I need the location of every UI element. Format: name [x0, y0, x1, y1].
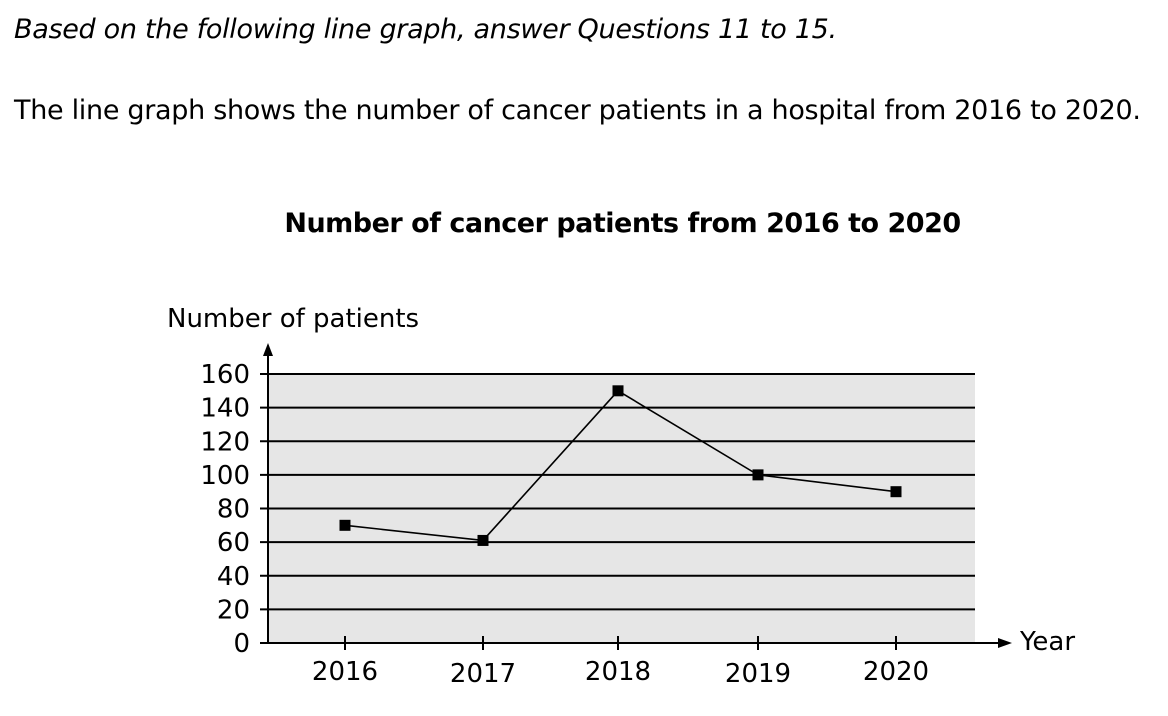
y-tick-label-20: 20 — [217, 595, 250, 625]
axes — [260, 343, 1012, 648]
y-tick-label-140: 140 — [200, 394, 250, 424]
y-axis-arrow — [263, 343, 273, 356]
data-point-2017 — [477, 534, 489, 546]
data-point-2020 — [890, 486, 902, 498]
data-point-2016 — [339, 519, 351, 531]
y-axis-label: Number of patients — [167, 304, 419, 334]
y-tick-label-100: 100 — [200, 461, 250, 491]
y-tick-label-120: 120 — [200, 427, 250, 457]
description-text: The line graph shows the number of cance… — [14, 95, 1141, 126]
y-tick-label-40: 40 — [217, 562, 250, 592]
x-tick-label-2017: 2017 — [450, 659, 516, 689]
y-tick-label-80: 80 — [217, 495, 250, 525]
instruction-text: Based on the following line graph, answe… — [14, 14, 837, 45]
y-tick-label-0: 0 — [233, 629, 250, 659]
data-point-2019 — [752, 469, 764, 481]
x-axis-label: Year — [1019, 627, 1075, 657]
data-points — [339, 385, 902, 546]
y-tick-label-60: 60 — [217, 528, 250, 558]
x-tick-label-2019: 2019 — [725, 659, 791, 689]
gridlines — [268, 373, 975, 611]
data-point-2018 — [612, 385, 624, 397]
x-axis-arrow — [998, 638, 1012, 648]
y-tick-label-160: 160 — [200, 360, 250, 390]
x-ticks: 2016 2017 2018 2019 2020 — [312, 636, 929, 689]
x-tick-label-2016: 2016 — [312, 657, 378, 687]
chart-title: Number of cancer patients from 2016 to 2… — [284, 208, 961, 239]
x-tick-label-2018: 2018 — [585, 657, 651, 687]
x-tick-label-2020: 2020 — [863, 657, 929, 687]
